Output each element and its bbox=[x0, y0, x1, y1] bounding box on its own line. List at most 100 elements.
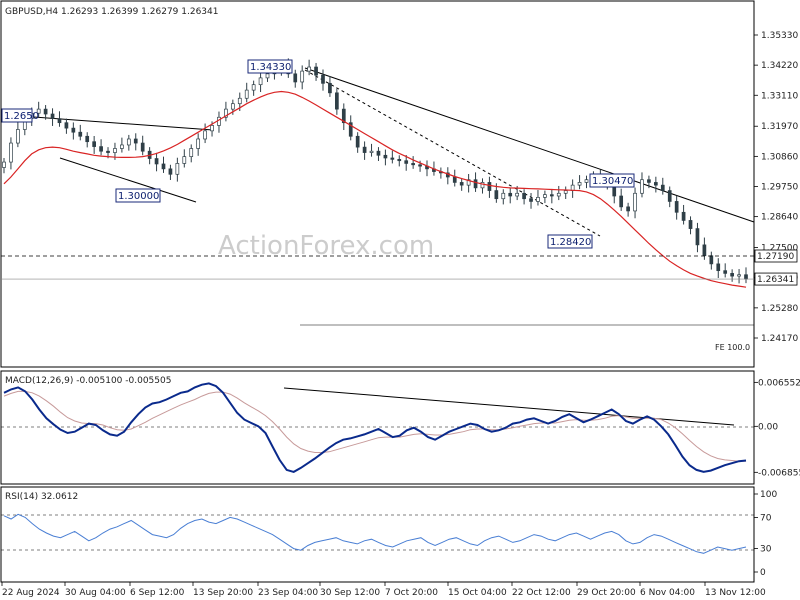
candle-body bbox=[494, 190, 499, 200]
candle-body bbox=[71, 127, 76, 133]
candle-body bbox=[307, 66, 311, 72]
candle-body bbox=[9, 142, 13, 163]
macd-axis: 0.006552 0.00 -0.006855 bbox=[754, 378, 800, 478]
candle-body bbox=[126, 138, 131, 146]
candle-body bbox=[674, 201, 679, 213]
trendline-dashed-channel bbox=[304, 69, 601, 237]
candle-body bbox=[196, 138, 201, 149]
candle-body bbox=[640, 179, 644, 194]
candle-body bbox=[383, 154, 388, 159]
candle-body bbox=[341, 108, 346, 124]
candle-body bbox=[702, 244, 707, 257]
candle-body bbox=[501, 192, 506, 200]
candle-body bbox=[168, 168, 173, 175]
macd-title: MACD(12,26,9) -0.005100 -0.005505 bbox=[5, 376, 171, 386]
svg-text:1.30470: 1.30470 bbox=[592, 176, 633, 187]
candle-body bbox=[113, 148, 117, 153]
candle-body bbox=[563, 190, 568, 194]
macd-panel-frame bbox=[0, 370, 755, 485]
candle-body bbox=[50, 113, 55, 119]
candle-body bbox=[404, 160, 409, 164]
x-tick-label: 13 Sep 20:00 bbox=[193, 588, 253, 598]
price-tick-label: 1.35330 bbox=[761, 31, 798, 41]
candle-body bbox=[681, 211, 686, 221]
candle-body bbox=[418, 164, 422, 167]
rsi-tick-label: 30 bbox=[760, 545, 772, 555]
candle-body bbox=[85, 135, 90, 143]
candle-body bbox=[36, 108, 41, 114]
candle-body bbox=[321, 74, 325, 84]
price-tick-label: 1.30860 bbox=[761, 152, 798, 162]
svg-text:1.30000: 1.30000 bbox=[118, 191, 159, 202]
candle-body bbox=[522, 192, 526, 200]
candle-body bbox=[633, 192, 637, 212]
price-tick-label: 1.29750 bbox=[761, 183, 798, 193]
candle-body bbox=[480, 182, 485, 189]
trendline-main-down bbox=[304, 67, 755, 223]
candle-body bbox=[577, 182, 582, 186]
candle-body bbox=[709, 255, 714, 265]
svg-text:1.34330: 1.34330 bbox=[250, 62, 291, 73]
x-tick-label: 22 Oct 12:00 bbox=[512, 588, 571, 598]
x-tick-label: 22 Aug 2024 bbox=[2, 588, 60, 598]
annotation-1.2650: 1.2650 bbox=[1, 108, 39, 123]
candle-body bbox=[265, 73, 270, 79]
candle-body bbox=[529, 198, 533, 202]
candle-body bbox=[543, 194, 547, 198]
candle-body bbox=[154, 158, 159, 165]
x-tick-label: 13 Nov 12:00 bbox=[705, 588, 766, 598]
candle-body bbox=[189, 148, 194, 157]
candle-body bbox=[161, 163, 166, 170]
x-tick-label: 6 Nov 04:00 bbox=[640, 588, 695, 598]
candle-body bbox=[508, 192, 513, 197]
candle-body bbox=[237, 97, 242, 105]
price-axis: 1.35330 1.34220 1.33110 1.31970 1.30860 1.297… bbox=[754, 31, 798, 344]
candle-body bbox=[556, 192, 561, 197]
candle-body bbox=[99, 146, 103, 152]
candle-body bbox=[57, 118, 62, 124]
macd-tick-label: 0.006552 bbox=[758, 378, 800, 388]
annotation-1.30000: 1.30000 bbox=[115, 188, 161, 203]
price-tick-label: 1.31970 bbox=[761, 122, 798, 132]
rsi-line bbox=[3, 513, 747, 554]
candle-body bbox=[43, 108, 48, 115]
rsi-axis: 100 70 30 0 bbox=[754, 490, 777, 578]
candle-body bbox=[355, 135, 360, 148]
candle-body bbox=[619, 195, 624, 208]
x-axis: 22 Aug 2024 30 Aug 04:00 6 Sep 12:00 13 Sep… bbox=[1, 582, 766, 598]
candle-body bbox=[328, 82, 332, 94]
candle-body bbox=[654, 182, 658, 186]
candle-body bbox=[737, 274, 741, 277]
candle-body bbox=[459, 182, 464, 186]
candle-body bbox=[2, 161, 6, 168]
candle-body bbox=[411, 163, 415, 166]
annotation-1.30470: 1.30470 bbox=[589, 173, 635, 188]
candle-body bbox=[92, 141, 96, 147]
candle-body bbox=[258, 77, 263, 86]
candle-body bbox=[300, 70, 305, 83]
candle-body bbox=[203, 130, 207, 140]
rsi-tick-label: 0 bbox=[760, 568, 766, 578]
candle-body bbox=[515, 192, 520, 197]
candle-body bbox=[473, 179, 478, 189]
candle-body bbox=[230, 103, 235, 110]
candle-body bbox=[244, 89, 249, 99]
candle-body bbox=[487, 182, 492, 191]
candle-body bbox=[224, 108, 228, 118]
price-tick-label: 1.27500 bbox=[761, 244, 798, 254]
price-tick-label: 1.24170 bbox=[761, 334, 798, 344]
candle-body bbox=[730, 273, 734, 277]
candle-body bbox=[140, 142, 145, 152]
candle-body bbox=[217, 116, 221, 126]
price-tick-label: 1.28640 bbox=[761, 213, 798, 223]
candle-body bbox=[466, 179, 471, 186]
candle-body bbox=[120, 144, 124, 149]
candle-body bbox=[175, 163, 180, 175]
candle-body bbox=[660, 184, 665, 191]
candle-body bbox=[390, 157, 395, 160]
candle-body bbox=[182, 156, 187, 164]
trendline-lower-left bbox=[59, 157, 197, 203]
current-price-tag: 1.26341 bbox=[754, 272, 798, 286]
fe-level-label: FE 100.0 bbox=[715, 343, 750, 352]
